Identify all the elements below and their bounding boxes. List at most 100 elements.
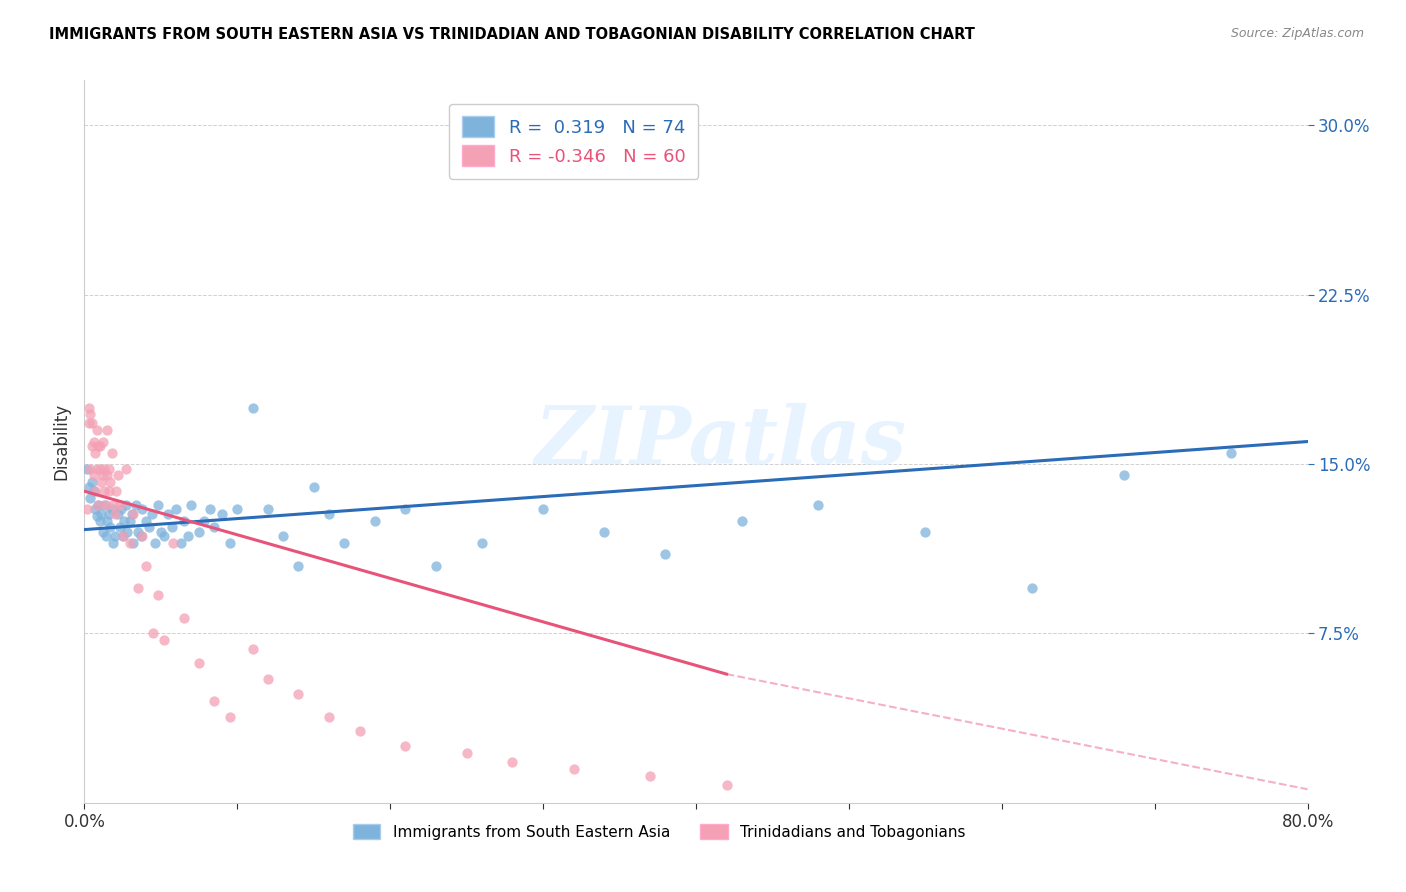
Point: [115, 524, 138, 539]
Point: [97, 507, 120, 521]
Point: [127, 524, 149, 539]
Point: [122, 507, 145, 521]
Point: [287, 687, 309, 701]
Point: [211, 507, 233, 521]
Point: [90, 475, 112, 490]
Point: [349, 723, 371, 738]
Point: [364, 514, 387, 528]
Point: [135, 514, 157, 528]
Point: [83, 468, 105, 483]
Point: [188, 524, 211, 539]
Point: [562, 762, 585, 776]
Point: [84, 484, 107, 499]
Point: [914, 524, 936, 539]
Point: [80, 417, 103, 431]
Point: [103, 498, 125, 512]
Point: [202, 694, 225, 708]
Point: [80, 439, 103, 453]
Point: [104, 529, 127, 543]
Point: [394, 739, 416, 754]
Point: [318, 507, 340, 521]
Point: [86, 509, 108, 524]
Point: [110, 502, 132, 516]
Point: [87, 498, 110, 512]
Point: [318, 710, 340, 724]
Text: Source: ZipAtlas.com: Source: ZipAtlas.com: [1230, 27, 1364, 40]
Point: [142, 626, 165, 640]
Point: [105, 484, 128, 499]
Point: [84, 502, 107, 516]
Point: [91, 468, 114, 483]
Point: [271, 529, 294, 543]
Point: [111, 529, 134, 543]
Point: [302, 480, 325, 494]
Point: [218, 536, 240, 550]
Point: [80, 475, 103, 490]
Point: [138, 520, 160, 534]
Point: [89, 461, 111, 475]
Point: [108, 520, 131, 534]
Point: [91, 524, 114, 539]
Point: [257, 672, 280, 686]
Point: [242, 642, 264, 657]
Point: [716, 778, 738, 792]
Point: [114, 461, 136, 475]
Point: [107, 468, 129, 483]
Point: [93, 498, 115, 512]
Point: [127, 582, 149, 596]
Point: [143, 536, 166, 550]
Text: IMMIGRANTS FROM SOUTH EASTERN ASIA VS TRINIDADIAN AND TOBAGONIAN DISABILITY CORR: IMMIGRANTS FROM SOUTH EASTERN ASIA VS TR…: [49, 27, 976, 42]
Point: [162, 536, 184, 550]
Point: [333, 536, 356, 550]
Point: [153, 529, 176, 543]
Point: [114, 498, 136, 512]
Point: [129, 529, 152, 543]
Point: [93, 484, 115, 499]
Point: [120, 536, 142, 550]
Point: [135, 558, 157, 573]
Point: [202, 520, 225, 534]
Point: [98, 520, 121, 534]
Point: [93, 461, 115, 475]
Point: [79, 461, 101, 475]
Point: [125, 498, 148, 512]
Point: [79, 408, 101, 422]
Point: [471, 536, 494, 550]
Point: [86, 423, 108, 437]
Legend: Immigrants from South Eastern Asia, Trinidadians and Tobagonians: Immigrants from South Eastern Asia, Trin…: [347, 818, 972, 846]
Point: [86, 461, 108, 475]
Point: [502, 755, 524, 769]
Point: [173, 514, 195, 528]
Point: [131, 502, 153, 516]
Point: [242, 401, 264, 415]
Point: [98, 475, 121, 490]
Point: [121, 507, 143, 521]
Point: [170, 536, 193, 550]
Point: [89, 514, 111, 528]
Point: [425, 558, 447, 573]
Point: [79, 491, 101, 505]
Point: [83, 434, 105, 449]
Point: [87, 439, 110, 453]
Point: [1021, 582, 1043, 596]
Point: [160, 520, 183, 534]
Point: [76, 502, 98, 516]
Point: [77, 480, 100, 494]
Y-axis label: Disability: Disability: [52, 403, 70, 480]
Point: [153, 633, 176, 648]
Point: [593, 524, 616, 539]
Point: [112, 514, 135, 528]
Point: [97, 484, 120, 499]
Point: [177, 529, 200, 543]
Point: [104, 507, 127, 521]
Point: [103, 536, 125, 550]
Point: [149, 524, 172, 539]
Point: [96, 468, 118, 483]
Point: [257, 502, 280, 516]
Point: [226, 502, 249, 516]
Point: [198, 502, 221, 516]
Point: [91, 434, 114, 449]
Point: [96, 514, 118, 528]
Point: [94, 529, 117, 543]
Point: [101, 446, 124, 460]
